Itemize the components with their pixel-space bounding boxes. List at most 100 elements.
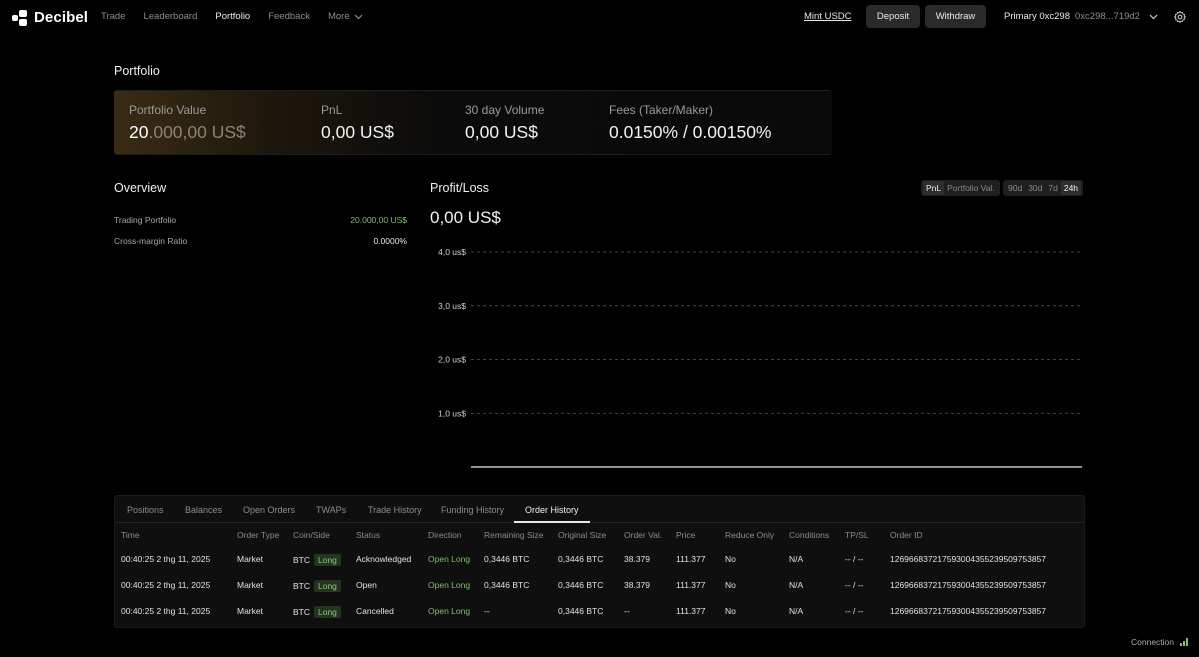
top-nav: Decibel Trade Leaderboard Portfolio Feed… [0,0,1199,34]
y-tick-label: 4,0 us$ [438,247,466,257]
col-reduce-only-header: Reduce Only [725,530,775,540]
account-name: Primary 0xc298 [1004,11,1070,22]
col-order-val-cell: -- [624,606,630,616]
profit-loss-title: Profit/Loss [430,181,490,195]
overview-row-trading-portfolio: Trading Portfolio 20.000,00 US$ [114,215,407,225]
toggle-portfolio-value[interactable]: Portfolio Val. [947,183,995,193]
col-order-type-header: Order Type [237,530,280,540]
col-price-cell: 111.377 [676,580,706,590]
col-coin-side-cell: BTC Long [293,554,341,566]
range-24h[interactable]: 24h [1060,181,1082,195]
range-7d[interactable]: 7d [1048,183,1058,193]
nav-more-menu[interactable]: More [328,11,363,22]
nav-link-portfolio[interactable]: Portfolio [215,11,251,22]
account-address: 0xc298...719d2 [1075,11,1140,22]
col-order-id-cell: 126966837217593004355239509753857 [890,554,1047,564]
orders-tabs: Positions Balances Open Orders TWAPs Tra… [115,496,1084,523]
chart-mode-toggle: PnL Portfolio Val. [921,180,1000,196]
tab-positions[interactable]: Positions [127,505,164,515]
col-direction-cell: Open Long [428,606,471,616]
tab-order-history[interactable]: Order History [525,505,579,515]
tab-open-orders[interactable]: Open Orders [243,505,296,515]
deposit-button[interactable]: Deposit [866,5,920,28]
decibel-logo-icon [12,9,28,26]
col-time-cell: 00:40:25 2 thg 11, 2025 [121,606,211,616]
col-reduce-only-cell: No [725,554,736,564]
overview-row-cross-margin: Cross-margin Ratio 0.0000% [114,236,407,246]
volume-stat: 30 day Volume 0,00 US$ [465,103,544,143]
portfolio-value: 20.000,00 US$ [129,122,246,142]
col-original-size-cell: 0,3446 BTC [558,580,604,590]
gear-icon[interactable] [1173,10,1187,24]
col-remaining-size-cell: 0,3446 BTC [484,580,530,590]
tab-trade-history[interactable]: Trade History [368,505,422,515]
coin-symbol: BTC [293,555,310,565]
nav-link-leaderboard[interactable]: Leaderboard [143,11,198,22]
tab-twaps[interactable]: TWAPs [316,505,347,515]
col-remaining-size-cell: 0,3446 BTC [484,554,530,564]
chart-range-toggle: 90d 30d 7d 24h [1003,180,1084,196]
chevron-down-icon [354,14,363,19]
col-coin-side-cell: BTC Long [293,580,341,592]
portfolio-summary-card: Portfolio Value 20.000,00 US$ PnL 0,00 U… [114,90,832,155]
toggle-pnl[interactable]: PnL [923,181,945,195]
tab-balances[interactable]: Balances [185,505,223,515]
active-tab-underline [514,521,590,523]
portfolio-value-label: Portfolio Value [129,103,207,117]
signal-bars-icon [1180,638,1189,646]
col-order-id-header: Order ID [890,530,923,540]
nav-more-label: More [327,11,350,22]
overview-row-value: 0.0000% [373,236,407,246]
col-original-size-cell: 0,3446 BTC [558,554,604,564]
nav-link-trade[interactable]: Trade [101,11,126,22]
account-selector[interactable]: Primary 0xc298 0xc298...719d2 [1004,11,1158,22]
col-order-val-header: Order Val. [624,530,663,540]
col-remaining-size-header: Remaining Size [484,530,544,540]
col-time-cell: 00:40:25 2 thg 11, 2025 [121,554,211,564]
col-original-size-cell: 0,3446 BTC [558,606,604,616]
col-status-cell: Open [356,580,377,590]
profit-loss-value: 0,00 US$ [430,208,501,227]
fees-value: 0.0150% / 0.00150% [609,122,772,142]
overview-row-value: 20.000,00 US$ [350,215,407,225]
col-conditions-cell: N/A [789,606,804,616]
y-tick-label: 2,0 us$ [438,355,466,365]
col-coin-side-cell: BTC Long [293,606,341,618]
coin-symbol: BTC [293,607,310,617]
nav-link-feedback[interactable]: Feedback [268,11,310,22]
fees-label: Fees (Taker/Maker) [609,103,714,117]
col-remaining-size-cell: -- [484,606,490,616]
y-tick-label: 1,0 us$ [438,408,466,418]
col-order-type-cell: Market [237,606,263,616]
pnl-stat: PnL 0,00 US$ [321,103,394,143]
col-price-cell: 111.377 [676,606,706,616]
range-30d[interactable]: 30d [1028,183,1043,193]
brand-name: Decibel [34,9,89,26]
col-order-val-cell: 38.379 [624,580,650,590]
portfolio-value-stat: Portfolio Value 20.000,00 US$ [129,103,246,143]
overview-title: Overview [114,181,167,195]
col-conditions-cell: N/A [789,554,804,564]
side-badge: Long [314,580,341,592]
coin-symbol: BTC [293,581,310,591]
volume-value: 0,00 US$ [465,122,538,142]
col-direction-cell: Open Long [428,580,471,590]
overview-row-label: Cross-margin Ratio [114,236,188,246]
col-reduce-only-cell: No [725,580,736,590]
brand-logo[interactable]: Decibel [12,9,88,26]
connection-status[interactable]: Connection [1131,637,1189,647]
side-badge: Long [314,554,341,566]
col-time-cell: 00:40:25 2 thg 11, 2025 [121,580,211,590]
withdraw-button[interactable]: Withdraw [925,5,986,28]
col-status-cell: Acknowledged [356,554,412,564]
col-time-header: Time [121,530,140,540]
col-conditions-header: Conditions [789,530,830,540]
col-tpsl-cell: -- / -- [845,580,864,590]
overview-row-label: Trading Portfolio [114,215,177,225]
col-tpsl-cell: -- / -- [845,554,864,564]
col-coin-side-header: Coin/Side [293,530,330,540]
range-90d[interactable]: 90d [1008,183,1023,193]
mint-usdc-link[interactable]: Mint USDC [804,11,852,22]
tab-funding-history[interactable]: Funding History [441,505,505,515]
col-status-cell: Cancelled [356,606,394,616]
